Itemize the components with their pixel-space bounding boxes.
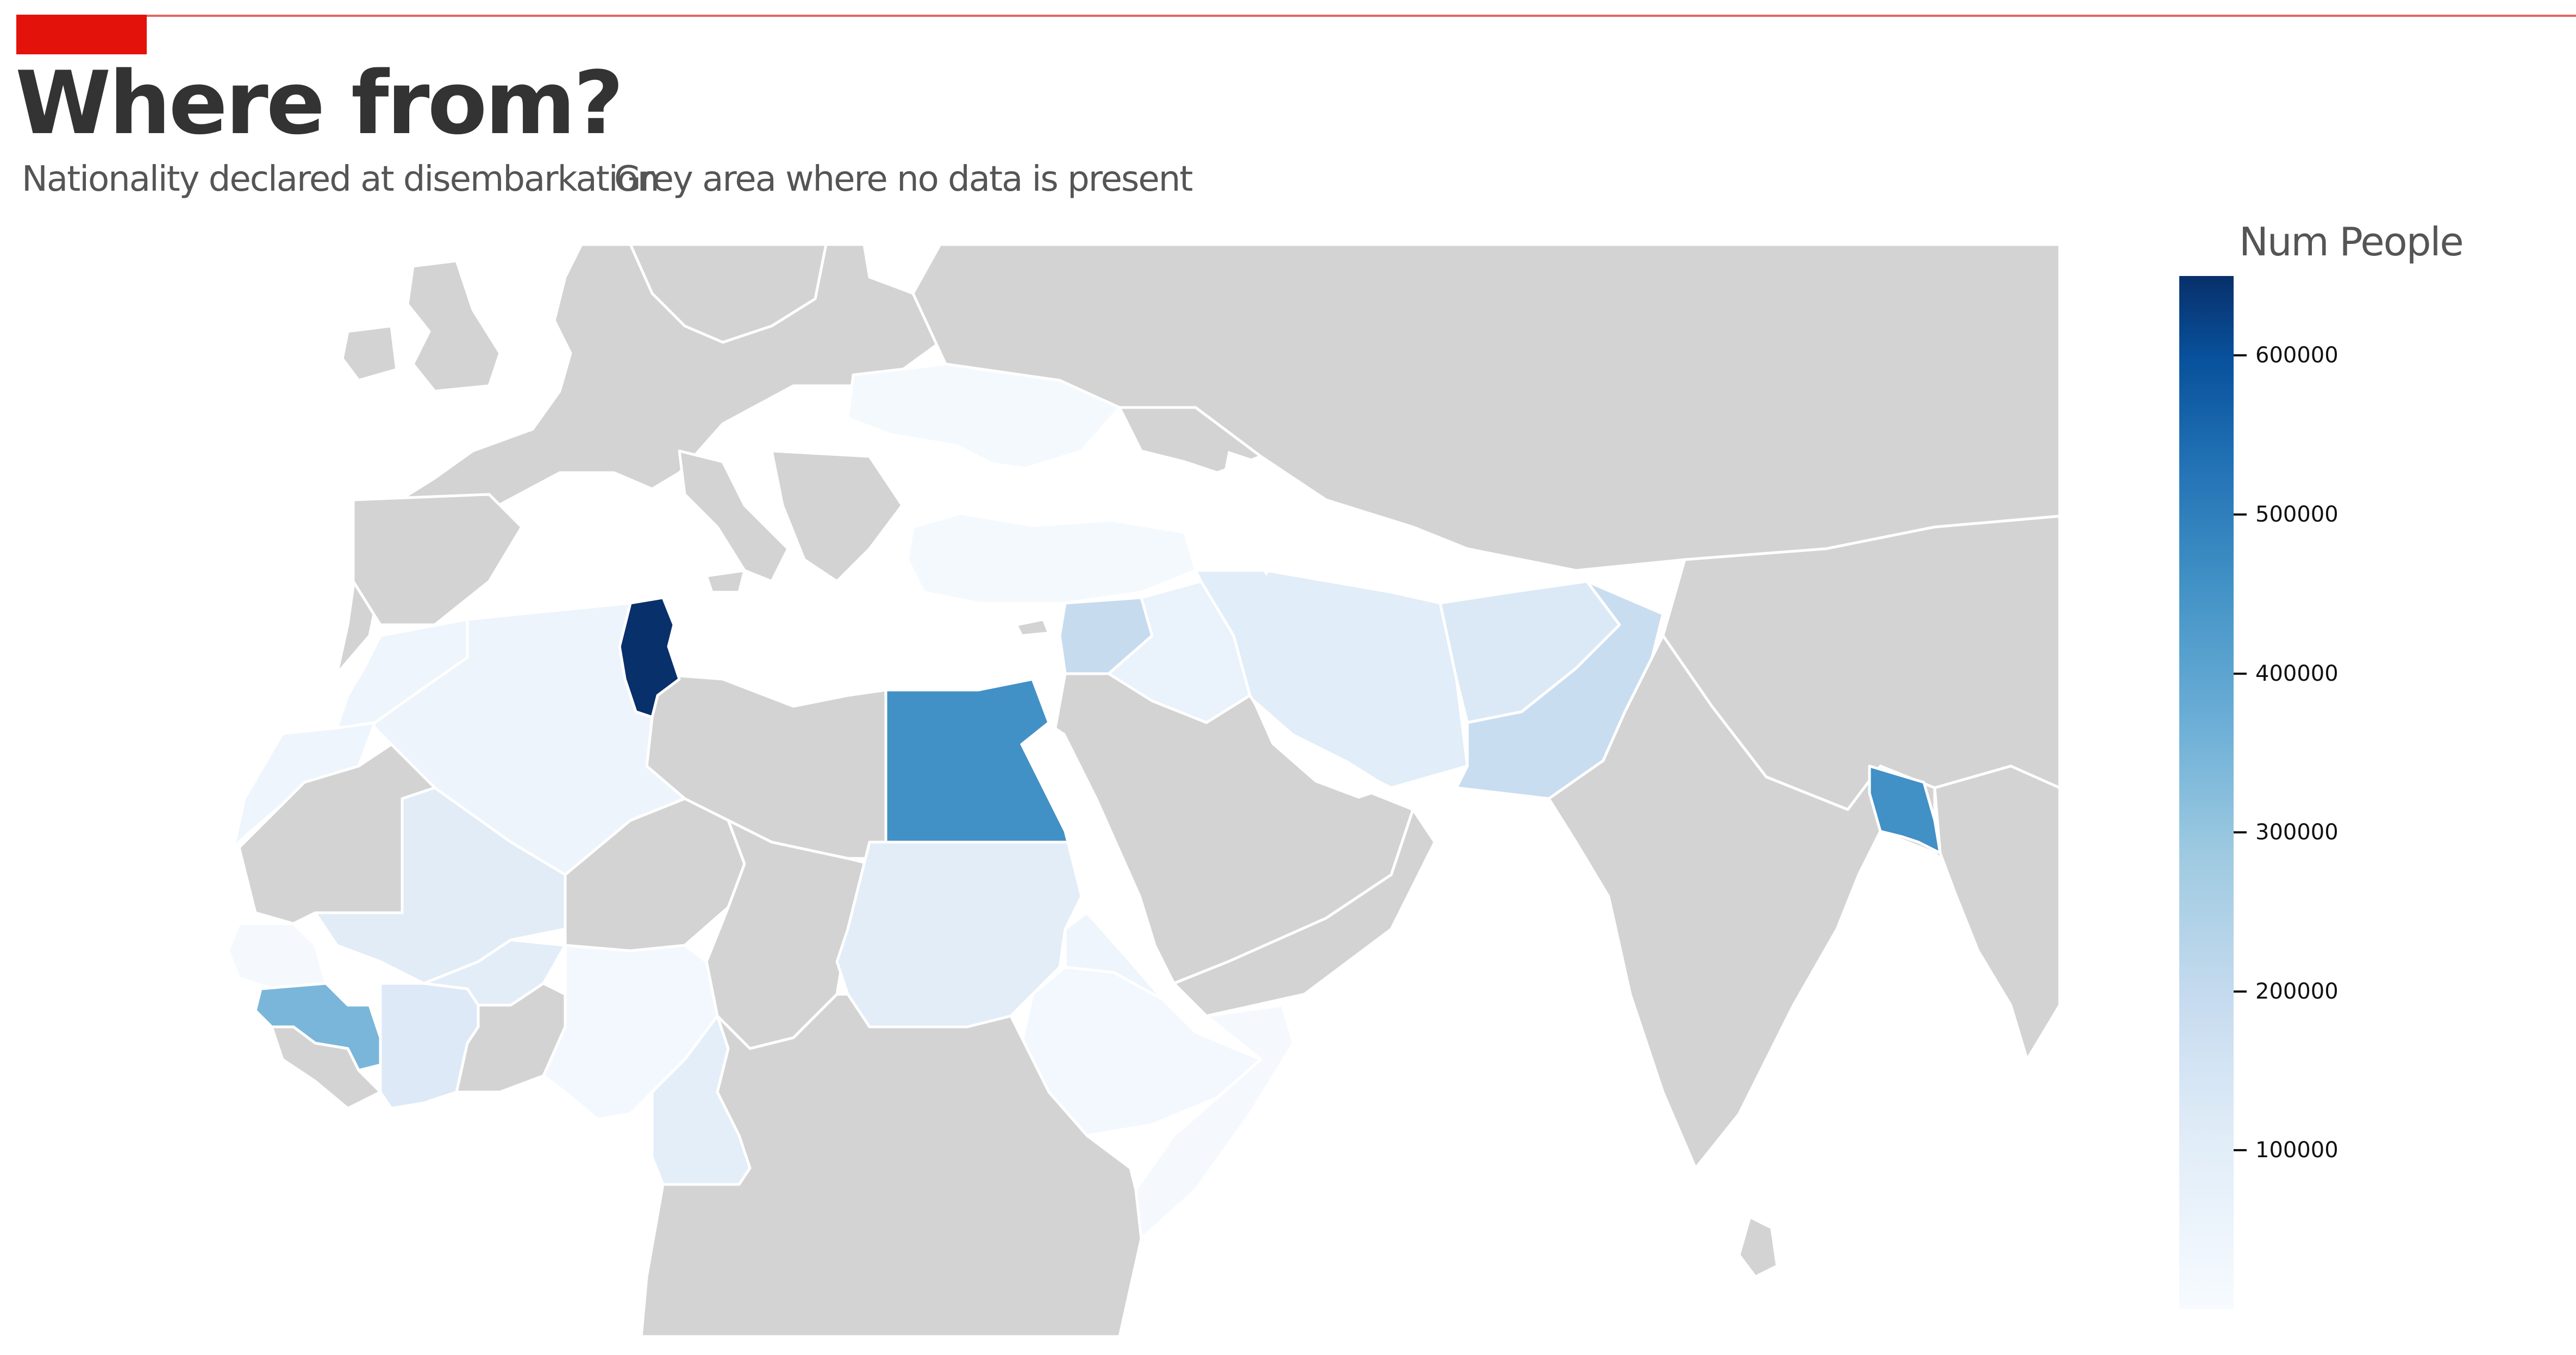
brand-red-tab <box>16 15 147 54</box>
legend-title: Num People <box>2239 219 2464 265</box>
no-data-note: Grey area where no data is present <box>614 159 1193 199</box>
country-nigeria <box>542 944 719 1121</box>
legend-colorbar <box>2179 276 2234 1309</box>
country-italy <box>678 449 790 583</box>
legend-tick-label: 400000 <box>2255 661 2339 686</box>
legend-tick-mark <box>2234 354 2247 357</box>
black-sea <box>924 462 1120 527</box>
red-sea <box>1049 723 1163 967</box>
chart-title: Where from? <box>15 52 624 154</box>
country-yemen <box>1172 808 1436 1018</box>
country-central-africa <box>640 993 1143 1337</box>
country-sri-lanka <box>1737 1215 1779 1278</box>
legend-tick-mark <box>2234 831 2247 834</box>
legend-tick-label: 600000 <box>2255 343 2339 368</box>
country-sicily <box>705 569 746 594</box>
map-svg <box>0 244 2060 1337</box>
country-cyprus <box>1015 618 1051 637</box>
chart-subtitle: Nationality declared at disembarkation <box>22 159 659 199</box>
country-sierra-leone <box>270 1025 382 1110</box>
country-bangladesh <box>1868 764 1942 855</box>
country-iberia <box>352 493 523 626</box>
legend-tick-mark <box>2234 672 2247 675</box>
country-balkans <box>770 449 904 583</box>
legend-tick-label: 300000 <box>2255 820 2339 845</box>
legend-tick-label: 500000 <box>2255 501 2339 527</box>
legend-tick-mark <box>2234 1149 2247 1152</box>
country-caucasus <box>1118 406 1262 474</box>
legend-tick-mark <box>2234 990 2247 993</box>
legend-tick-label: 100000 <box>2255 1138 2339 1163</box>
header-rule <box>16 15 2576 17</box>
country-ghana <box>455 982 567 1094</box>
country-myanmar <box>1933 764 2060 1061</box>
legend-tick-mark <box>2234 513 2247 516</box>
legend-tick-label: 200000 <box>2255 978 2339 1004</box>
country-uk <box>406 259 502 393</box>
caspian-sea <box>1223 451 1283 576</box>
choropleth-map <box>0 244 2060 1337</box>
country-ireland <box>341 324 398 382</box>
country-scandinavia <box>629 244 828 344</box>
country-india <box>1547 634 1936 1170</box>
persian-gulf <box>1250 695 1391 799</box>
